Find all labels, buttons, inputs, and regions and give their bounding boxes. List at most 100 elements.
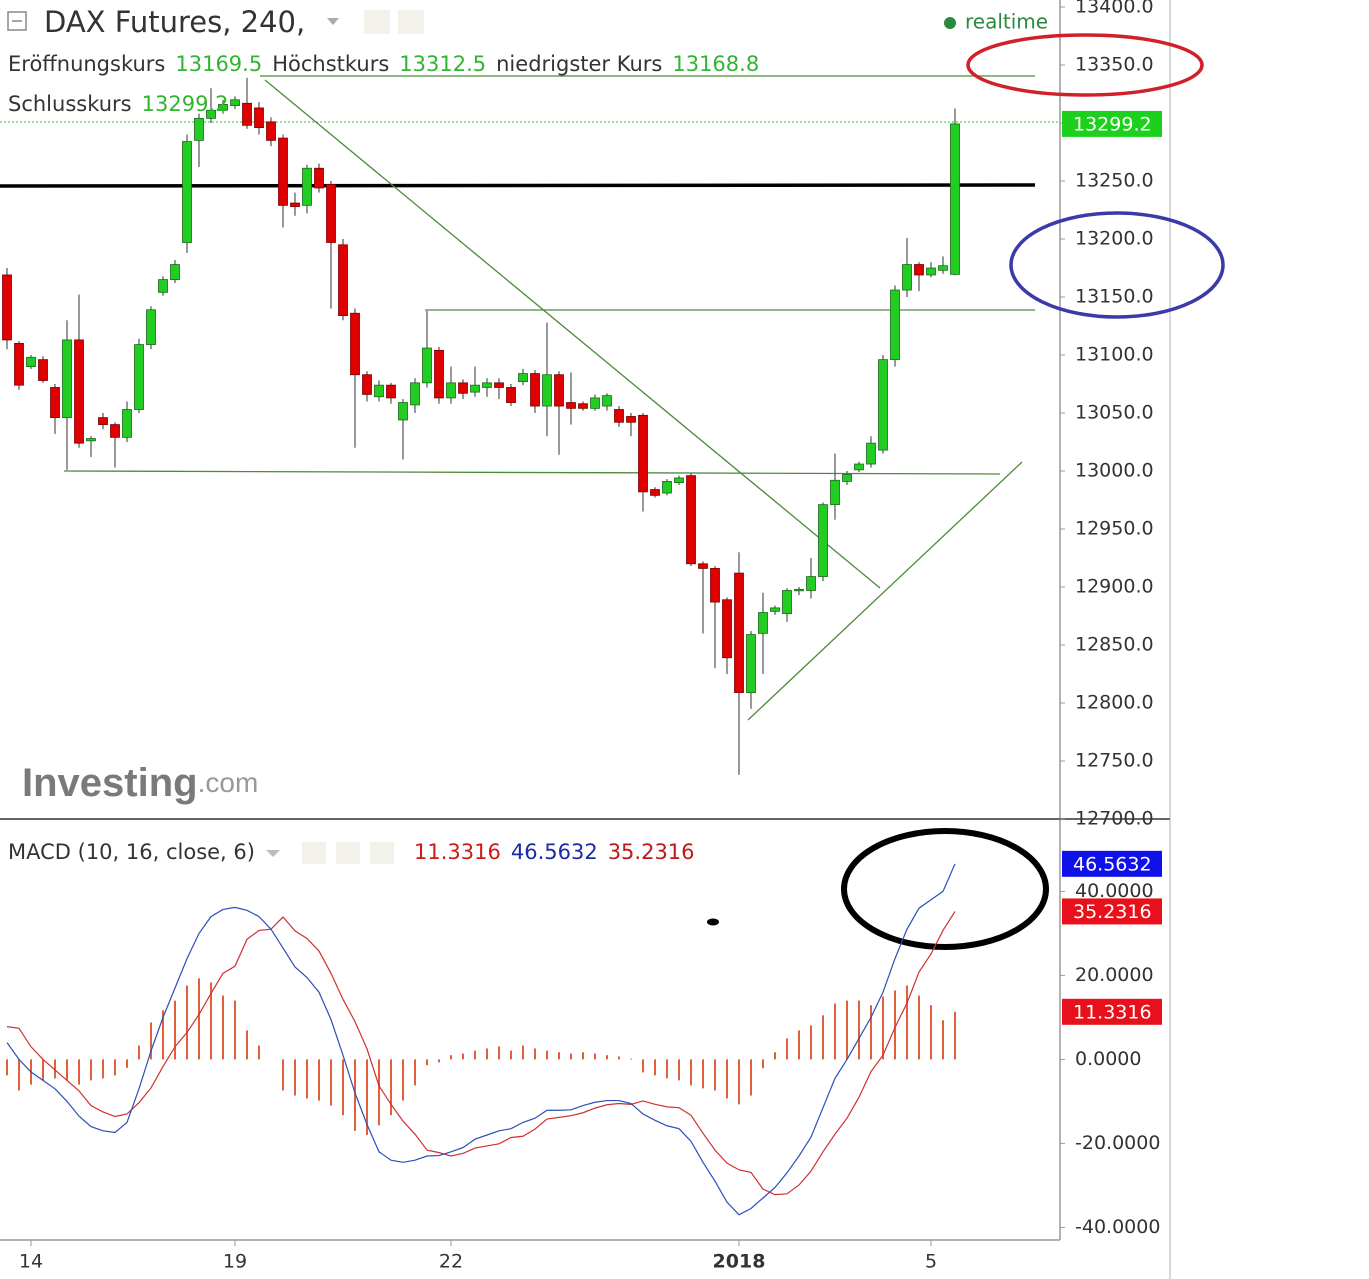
macd-value: 46.5632 <box>511 840 598 864</box>
x-tick-label: 14 <box>19 1251 43 1273</box>
candle-body <box>146 309 156 345</box>
settings-icon[interactable] <box>364 10 390 34</box>
candle-body <box>98 417 108 426</box>
candle-body <box>278 137 288 206</box>
status-dot <box>944 17 956 29</box>
candle-body <box>494 382 504 388</box>
candle-body <box>554 374 564 407</box>
candle-body <box>950 123 960 275</box>
candle-body <box>446 382 456 399</box>
y-tick-label: 12750.0 <box>1075 750 1154 772</box>
macd-legend: MACD (10, 16, close, 6) <box>8 840 255 864</box>
dot <box>707 918 719 926</box>
legend-label: Höchstkurs <box>272 52 389 76</box>
candle-body <box>458 382 468 394</box>
candle-body <box>62 339 72 419</box>
highlight-ellipse <box>1009 211 1225 319</box>
candle-body <box>38 359 48 381</box>
legend-value: 13299.2 <box>142 92 229 116</box>
candle-body <box>74 339 84 444</box>
highlight-ellipse <box>966 33 1204 97</box>
highlight-ellipse <box>841 828 1049 950</box>
candle-body <box>662 481 672 494</box>
indicator-title: MACD (10, 16, close, 6) <box>8 840 255 864</box>
candle-body <box>470 384 480 393</box>
candle-body <box>650 489 660 496</box>
macd-line <box>6 863 956 1216</box>
legend-value: 13169.5 <box>175 52 262 76</box>
watermark: Investing.com <box>22 761 258 805</box>
chart-title: DAX Futures, 240, <box>44 5 305 39</box>
candle-body <box>518 373 528 383</box>
candle-body <box>866 442 876 465</box>
legend-value: 13312.5 <box>399 52 486 76</box>
legend-label: Schlusskurs <box>8 92 132 116</box>
close-legend: Schlusskurs 13299.2 <box>8 92 228 116</box>
marks: 12700.0 12750.0 12800.0 12850.0 12900.0 12950… <box>2 0 1162 1273</box>
macd-values: 11.3316 46.5632 35.2316 <box>414 840 695 864</box>
close-icon[interactable] <box>398 10 424 34</box>
x-tick-label: 5 <box>925 1251 937 1273</box>
candle-body <box>350 312 360 376</box>
candle-body <box>410 382 420 406</box>
candle-body <box>206 109 216 119</box>
candle-body <box>734 572 744 693</box>
candle-body <box>86 438 96 442</box>
candle-body <box>626 416 636 423</box>
watermark-suffix: .com <box>198 767 259 798</box>
settings-icon[interactable] <box>302 842 326 864</box>
candle-body <box>482 382 492 388</box>
y-tick-label: 13000.0 <box>1075 460 1154 482</box>
candle-body <box>794 588 804 592</box>
candle-body <box>14 342 24 386</box>
candle-body <box>758 612 768 634</box>
x-tick-label: 22 <box>439 1251 463 1273</box>
legend-value: 13168.8 <box>672 52 759 76</box>
y-tick-label: 12950.0 <box>1075 518 1154 540</box>
legend-label: Eröffnungskurs <box>8 52 165 76</box>
x-tick-label: 2018 <box>713 1251 766 1273</box>
candle-body <box>110 424 120 438</box>
candle-body <box>698 563 708 569</box>
candle-body <box>398 402 408 421</box>
candle-body <box>710 568 720 603</box>
candle-body <box>230 99 240 107</box>
candle-body <box>506 387 516 403</box>
candle-body <box>386 384 396 399</box>
y-tick-label: 12700.0 <box>1075 808 1154 830</box>
y-tick-label: 12900.0 <box>1075 576 1154 598</box>
settings-icon[interactable] <box>336 842 360 864</box>
candle-body <box>830 479 840 506</box>
histogram-tag: 11.3316 <box>1073 1001 1152 1023</box>
histogram-tag-box <box>1062 998 1162 1025</box>
macd-tag: 46.5632 <box>1073 853 1152 875</box>
y-tick-label: 40.0000 <box>1075 880 1154 902</box>
candle-body <box>218 104 228 111</box>
candle-body <box>782 590 792 615</box>
y-tick-label: 13050.0 <box>1075 402 1154 424</box>
candle-body <box>914 264 924 276</box>
candle-body <box>374 384 384 398</box>
candle-body <box>434 349 444 399</box>
candle-body <box>314 167 324 189</box>
x-tick-label: 19 <box>223 1251 247 1273</box>
candle-body <box>770 607 780 612</box>
candle-body <box>422 347 432 384</box>
dropdown-caret[interactable] <box>266 850 280 857</box>
candle-body <box>338 244 348 316</box>
dropdown-caret[interactable] <box>327 18 339 25</box>
candle-body <box>194 117 204 141</box>
collapse-icon[interactable] <box>7 11 27 31</box>
candle-body <box>842 474 852 482</box>
y-tick-label: 13100.0 <box>1075 344 1154 366</box>
signal-tag-box <box>1062 898 1162 925</box>
close-icon[interactable] <box>370 842 394 864</box>
candle-body <box>182 141 192 243</box>
macd-tag-box <box>1062 850 1162 877</box>
candle-body <box>938 265 948 271</box>
y-tick-label: 13200.0 <box>1075 228 1154 250</box>
y-tick-label: 12800.0 <box>1075 692 1154 714</box>
candle-body <box>290 202 300 207</box>
signal-line <box>6 911 956 1196</box>
candle-body <box>878 359 888 451</box>
